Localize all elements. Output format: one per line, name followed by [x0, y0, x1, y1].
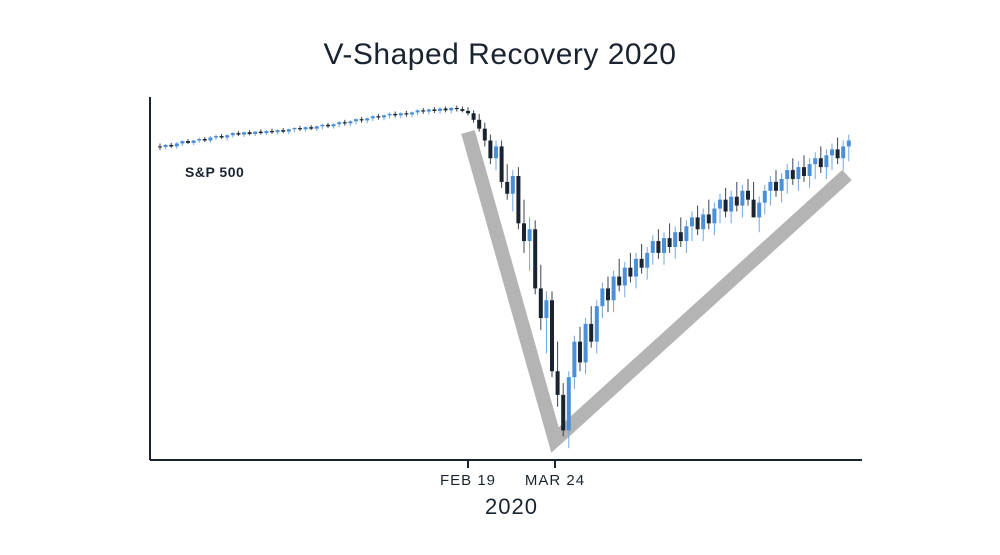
chart-container: V-Shaped Recovery 2020 S&P 500 FEB 19MAR… [0, 0, 1000, 555]
x-axis-year-label: 2020 [485, 494, 538, 520]
candlestick-chart [0, 0, 1000, 555]
x-tick-label: MAR 24 [525, 472, 585, 489]
x-tick-label: FEB 19 [440, 472, 496, 489]
